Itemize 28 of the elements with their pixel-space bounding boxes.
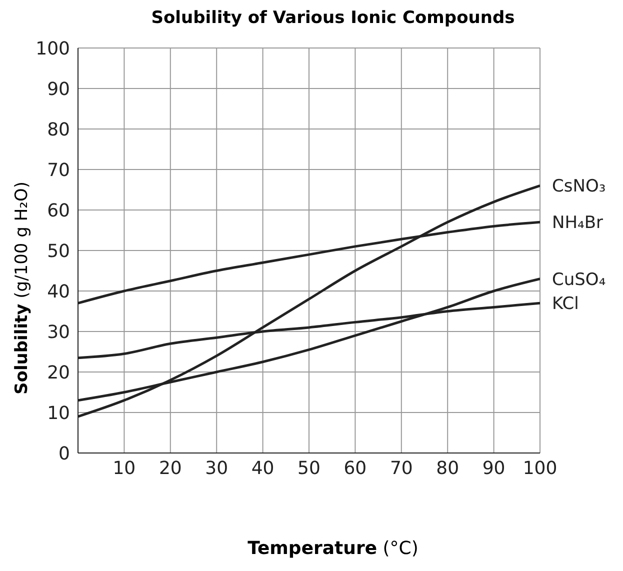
x-tick-label: 60 [344, 458, 367, 479]
x-tick-label: 20 [158, 458, 182, 479]
y-tick-label: 80 [47, 119, 70, 140]
x-tick-label: 40 [251, 458, 274, 479]
y-tick-label: 70 [47, 160, 70, 181]
x-tick-label: 10 [112, 458, 136, 479]
x-tick-label: 30 [205, 458, 228, 479]
x-tick-label: 50 [298, 458, 320, 479]
series-label: NH₄Br [552, 213, 603, 234]
series-label: KCl [552, 294, 579, 314]
y-tick-label: 100 [36, 38, 70, 60]
x-axis-title: Temperature (°C) [246, 538, 420, 559]
y-tick-label: 90 [47, 78, 70, 100]
chart-title: Solubility of Various Ionic Compounds [150, 8, 516, 28]
y-tick-label: 50 [47, 240, 70, 262]
x-tick-label: 100 [522, 458, 558, 479]
series-label: CsNO₃ [552, 176, 606, 197]
x-tick-label: 80 [436, 458, 460, 479]
x-tick-label: 90 [482, 458, 506, 479]
series-label: CuSO₄ [552, 270, 606, 290]
y-tick-label: 20 [47, 362, 70, 384]
y-tick-label: 40 [47, 281, 70, 302]
x-tick-label: 70 [390, 458, 413, 479]
y-axis-title: Solubility (g/100 g H₂O) [12, 182, 32, 394]
y-tick-label: 60 [47, 200, 70, 222]
y-tick-label: 30 [47, 322, 70, 343]
y-tick-label: 10 [47, 402, 70, 424]
y-tick-label: 0 [58, 443, 70, 464]
